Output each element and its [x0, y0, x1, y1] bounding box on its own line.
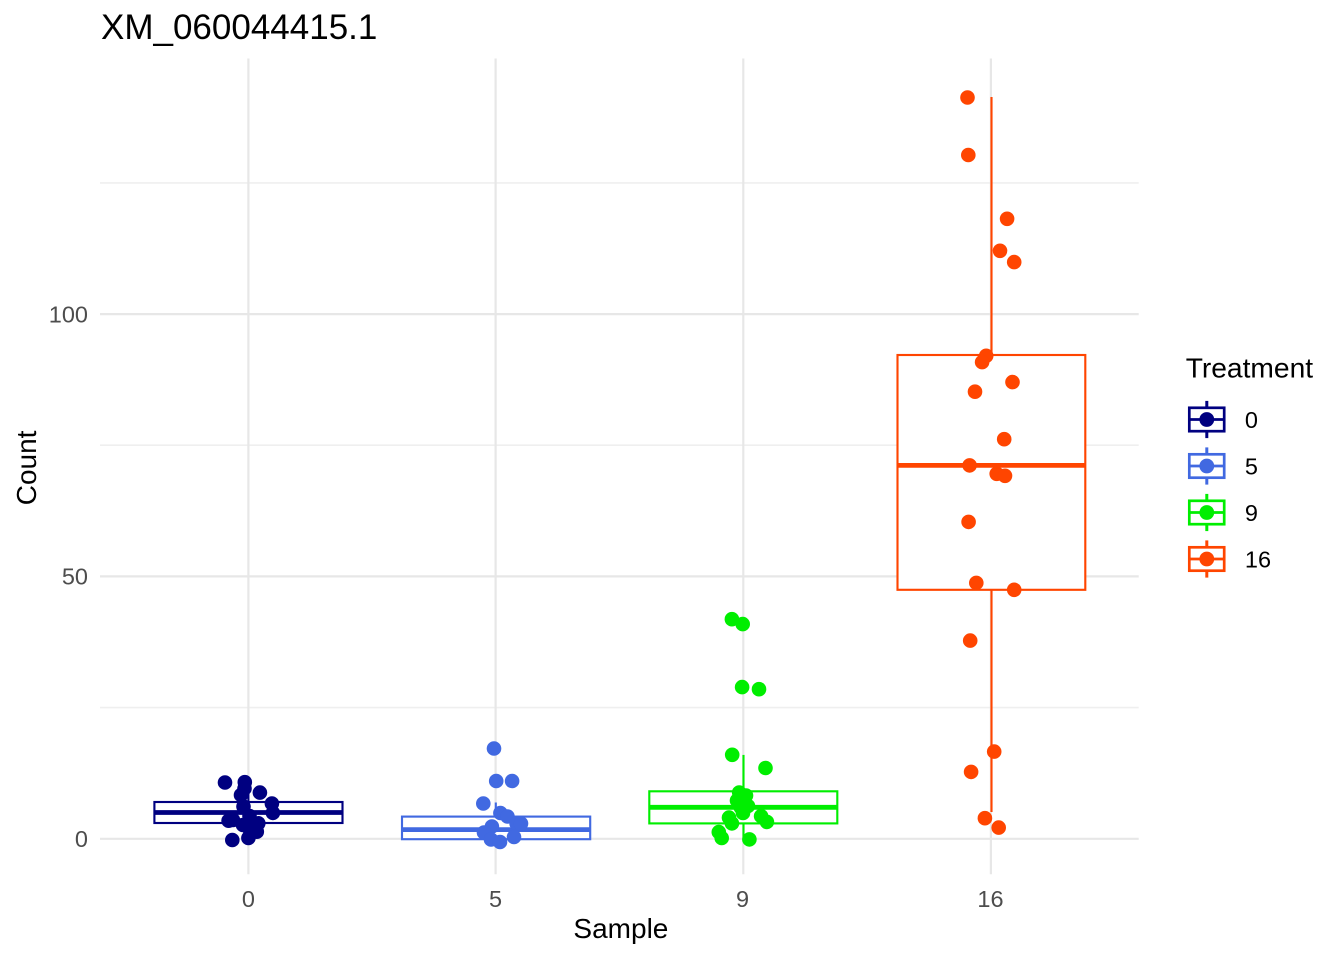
- svg-text:0: 0: [242, 886, 255, 912]
- svg-text:9: 9: [1245, 500, 1258, 526]
- svg-text:0: 0: [75, 826, 88, 852]
- svg-text:100: 100: [49, 301, 88, 327]
- svg-text:5: 5: [1245, 453, 1258, 479]
- svg-text:16: 16: [977, 886, 1003, 912]
- svg-text:0: 0: [1245, 407, 1258, 433]
- svg-text:16: 16: [1245, 546, 1271, 572]
- svg-text:Treatment: Treatment: [1186, 352, 1314, 384]
- svg-text:XM_060044415.1: XM_060044415.1: [101, 8, 377, 47]
- svg-text:9: 9: [736, 886, 749, 912]
- svg-text:5: 5: [489, 886, 502, 912]
- svg-text:50: 50: [62, 564, 88, 590]
- svg-text:Sample: Sample: [573, 913, 668, 944]
- svg-text:Count: Count: [11, 430, 42, 505]
